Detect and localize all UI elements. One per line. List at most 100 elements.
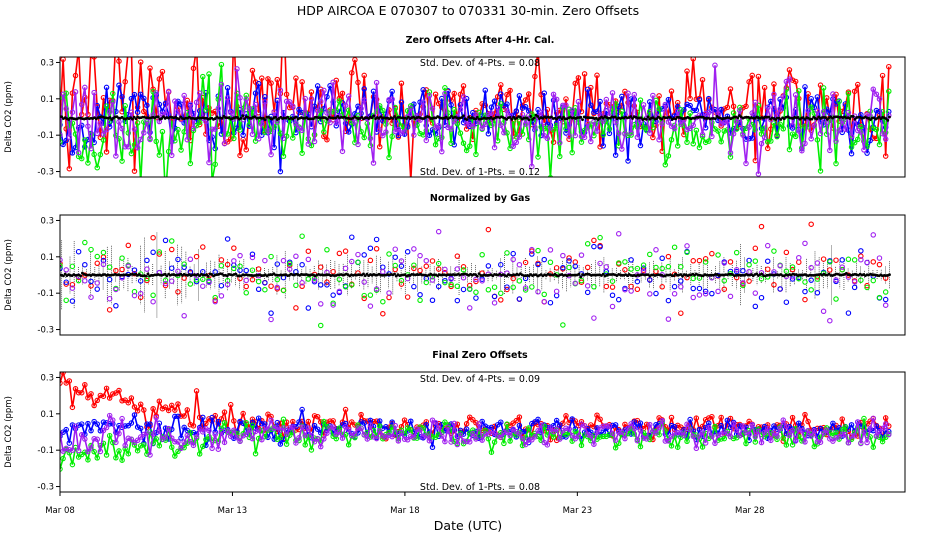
- red-point: [110, 391, 116, 397]
- purple-point: [63, 106, 69, 112]
- purple-point: [634, 134, 641, 141]
- blue-point: [75, 248, 82, 255]
- plot-frame: [59, 214, 906, 336]
- blue-point: [485, 263, 492, 269]
- black-point: [475, 274, 479, 278]
- purple-point: [196, 426, 203, 432]
- green-point: [839, 266, 845, 273]
- black-point: [755, 272, 759, 276]
- purple-point: [830, 438, 836, 444]
- purple-point: [262, 425, 268, 431]
- red-point: [507, 87, 513, 94]
- red-point: [116, 58, 122, 64]
- black-point: [360, 115, 364, 119]
- blue-point: [389, 419, 395, 425]
- red-point: [727, 86, 734, 92]
- green-point: [702, 139, 709, 146]
- blue-point: [147, 421, 153, 427]
- purple-point: [861, 429, 867, 435]
- purple-point: [106, 412, 113, 419]
- purple-point: [324, 430, 330, 436]
- green-point: [833, 429, 839, 436]
- purple-point: [628, 129, 634, 136]
- black-point: [669, 116, 672, 119]
- green-point: [479, 252, 485, 258]
- blue-point: [796, 420, 802, 426]
- purple-point: [60, 257, 63, 263]
- green-point: [833, 296, 839, 302]
- green-point: [398, 123, 405, 129]
- red-point: [184, 407, 191, 413]
- purple-point: [299, 127, 305, 134]
- red-point: [361, 295, 367, 302]
- purple-point: [249, 131, 256, 138]
- purple-point: [594, 429, 600, 436]
- purple-point: [886, 431, 892, 438]
- purple-point: [693, 445, 700, 452]
- green-point: [606, 126, 613, 132]
- blue-point: [535, 106, 541, 113]
- purple-point: [460, 438, 467, 444]
- green-point: [119, 158, 125, 164]
- blue-point: [808, 95, 814, 102]
- green-point: [355, 259, 361, 265]
- green-point: [184, 440, 191, 446]
- red-point: [125, 399, 132, 406]
- blue-point: [175, 413, 181, 420]
- blue-point: [137, 91, 144, 98]
- blue-point: [876, 108, 883, 115]
- black-point: [160, 117, 164, 120]
- red-point: [879, 72, 886, 79]
- blue-point: [411, 283, 417, 290]
- purple-point: [302, 95, 308, 102]
- red-point: [78, 389, 85, 396]
- red-point: [771, 281, 777, 288]
- purple-point: [252, 428, 259, 435]
- green-point: [156, 249, 163, 255]
- panel-2: Normalized by Gas -0.3-0.10.10.3 Delta C…: [4, 193, 906, 336]
- green-point: [187, 281, 194, 287]
- purple-point: [491, 300, 498, 306]
- purple-point: [231, 427, 237, 433]
- panel-1-plot: -0.3-0.10.10.3: [37, 56, 906, 178]
- purple-point: [858, 129, 864, 135]
- blue-point: [690, 285, 696, 292]
- red-point: [119, 266, 125, 273]
- green-point: [721, 128, 728, 134]
- purple-point: [401, 436, 408, 442]
- purple-point: [730, 131, 737, 137]
- red-point: [190, 65, 197, 72]
- red-point: [63, 281, 69, 287]
- green-point: [463, 147, 470, 154]
- green-point: [224, 277, 231, 284]
- green-point: [69, 120, 76, 126]
- purple-point: [473, 276, 479, 283]
- red-point: [349, 419, 355, 425]
- green-point: [432, 141, 439, 148]
- purple-point: [150, 431, 156, 437]
- purple-point: [286, 266, 293, 272]
- purple-point: [746, 124, 752, 130]
- red-point: [249, 67, 256, 74]
- purple-point: [864, 259, 870, 266]
- purple-point: [709, 433, 715, 439]
- green-point: [336, 98, 343, 104]
- green-point: [218, 262, 225, 269]
- purple-point: [702, 440, 709, 446]
- purple-point: [411, 434, 417, 441]
- red-point: [699, 423, 706, 430]
- black-point: [639, 116, 643, 120]
- blue-point: [125, 422, 132, 429]
- green-point: [600, 132, 606, 138]
- green-point: [317, 108, 324, 114]
- purple-point: [665, 119, 672, 125]
- purple-point: [448, 439, 454, 445]
- green-point: [789, 442, 796, 448]
- green-point: [566, 264, 572, 271]
- purple-point: [870, 415, 877, 422]
- purple-point: [516, 431, 523, 437]
- purple-point: [100, 261, 107, 268]
- purple-point: [609, 303, 616, 310]
- black-point: [736, 116, 740, 120]
- blue-point: [659, 255, 665, 262]
